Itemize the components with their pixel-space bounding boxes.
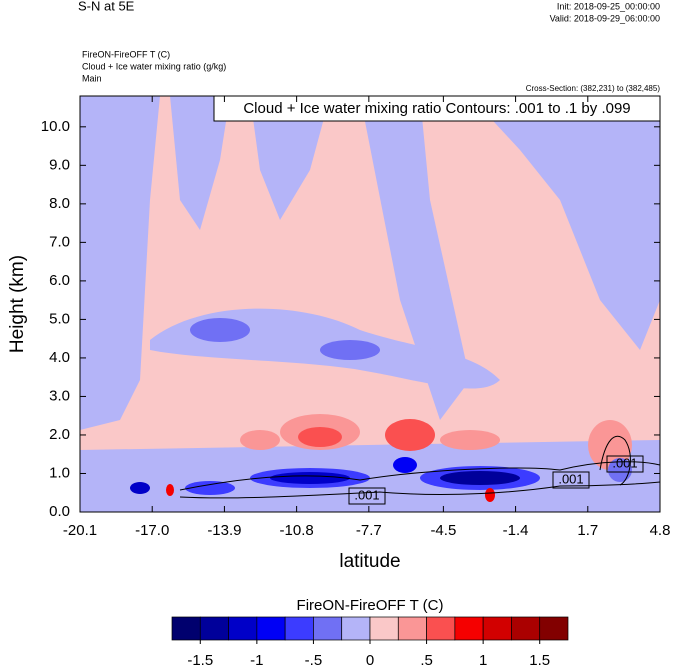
field-region <box>608 458 632 482</box>
info-box <box>213 95 661 122</box>
field-region <box>250 96 330 220</box>
colorbar-box <box>482 616 512 641</box>
field: .001 .001 .001 <box>80 96 661 512</box>
y-tick-label: 1.0 <box>49 464 70 481</box>
field-region <box>130 482 150 494</box>
colorbar-box <box>256 616 286 641</box>
x-tick-label: -17.0 <box>135 522 169 539</box>
contour-line <box>179 461 661 491</box>
field-region <box>393 457 417 473</box>
colorbar-box <box>454 616 484 641</box>
y-tick-label: 10.0 <box>41 118 70 135</box>
x-tick-label: -7.7 <box>356 522 382 539</box>
colorbar-box <box>341 616 371 641</box>
y-tick-label: 5.0 <box>49 310 70 327</box>
colorbar-box <box>228 616 258 641</box>
x-tick-label: -10.8 <box>280 522 314 539</box>
contour-line <box>179 481 661 499</box>
colorbar-box <box>199 616 229 641</box>
y-tick-label: 9.0 <box>49 156 70 173</box>
x-tick-label: -1.4 <box>503 522 529 539</box>
contour-label-box <box>552 471 590 489</box>
x-tick-label: -13.9 <box>207 522 241 539</box>
y-tick-label: 7.0 <box>49 233 70 250</box>
y-tick-label: 6.0 <box>49 272 70 289</box>
colorbar-tick-label: -1.5 <box>187 652 213 668</box>
domain-label: Main <box>82 73 102 83</box>
y-axis-title: Height (km) <box>7 255 28 353</box>
x-axis-title: latitude <box>339 551 400 572</box>
colorbar-box <box>313 616 343 641</box>
field-region <box>270 472 350 484</box>
field-region <box>298 427 342 447</box>
x-tick-label: -20.1 <box>63 522 97 539</box>
field-region <box>360 96 470 420</box>
colorbar-tick-label: 1.5 <box>529 652 550 668</box>
field-region <box>320 340 380 360</box>
y-tick-label: 8.0 <box>49 195 70 212</box>
field-region <box>240 430 280 450</box>
colorbar-tick-label: 1 <box>479 652 487 668</box>
colorbar-title: FireON-FireOFF T (C) <box>297 597 444 614</box>
field-region <box>588 420 632 470</box>
y-tick-label: 0.0 <box>49 503 70 520</box>
contour-field-label: Cloud + Ice water mixing ratio (g/kg) <box>82 61 226 71</box>
field-region <box>185 481 235 495</box>
field-region <box>190 318 250 342</box>
field-region <box>470 96 660 350</box>
y-tick-label: 3.0 <box>49 387 70 404</box>
contour-label: .001 <box>354 487 379 502</box>
chart-title: S-N at 5E <box>78 0 135 13</box>
field-region <box>485 488 495 502</box>
field-region <box>440 471 520 485</box>
field-region <box>385 419 435 451</box>
colorbar-box <box>284 616 314 641</box>
field-region <box>166 484 174 496</box>
colorbar-box <box>426 616 456 641</box>
cross-section: Cross-Section: (382,231) to (382,485) <box>526 84 661 93</box>
colorbar-box <box>539 616 569 641</box>
contour-label-box <box>606 455 644 473</box>
contour-line <box>599 435 631 486</box>
field-region <box>80 440 660 512</box>
x-tick-label: 1.7 <box>577 522 598 539</box>
contour-info: Cloud + Ice water mixing ratio Contours:… <box>243 100 630 117</box>
x-tick-label: -4.5 <box>430 522 456 539</box>
colorbar-box <box>171 616 201 641</box>
y-tick-label: 4.0 <box>49 349 70 366</box>
colorbar-box <box>397 616 427 641</box>
contour-label: .001 <box>612 455 637 470</box>
y-tick-label: 2.0 <box>49 426 70 443</box>
contour-label: .001 <box>558 471 583 486</box>
colorbar-tick-label: -.5 <box>305 652 323 668</box>
field-region <box>170 96 230 230</box>
init-time: Init: 2018-09-25_00:00:00 <box>557 1 660 11</box>
colorbar-box <box>369 616 399 641</box>
x-tick-label: 4.8 <box>650 522 671 539</box>
contour-label-box <box>348 487 386 505</box>
colorbar-tick-label: -1 <box>250 652 263 668</box>
field-label: FireON-FireOFF T (C) <box>82 49 170 59</box>
valid-time: Valid: 2018-09-29_06:00:00 <box>550 13 660 23</box>
colorbar-tick-label: .5 <box>420 652 433 668</box>
colorbar-box <box>511 616 541 641</box>
field-region <box>80 96 160 430</box>
colorbar-tick-label: 0 <box>366 652 374 668</box>
field-region <box>440 430 500 450</box>
